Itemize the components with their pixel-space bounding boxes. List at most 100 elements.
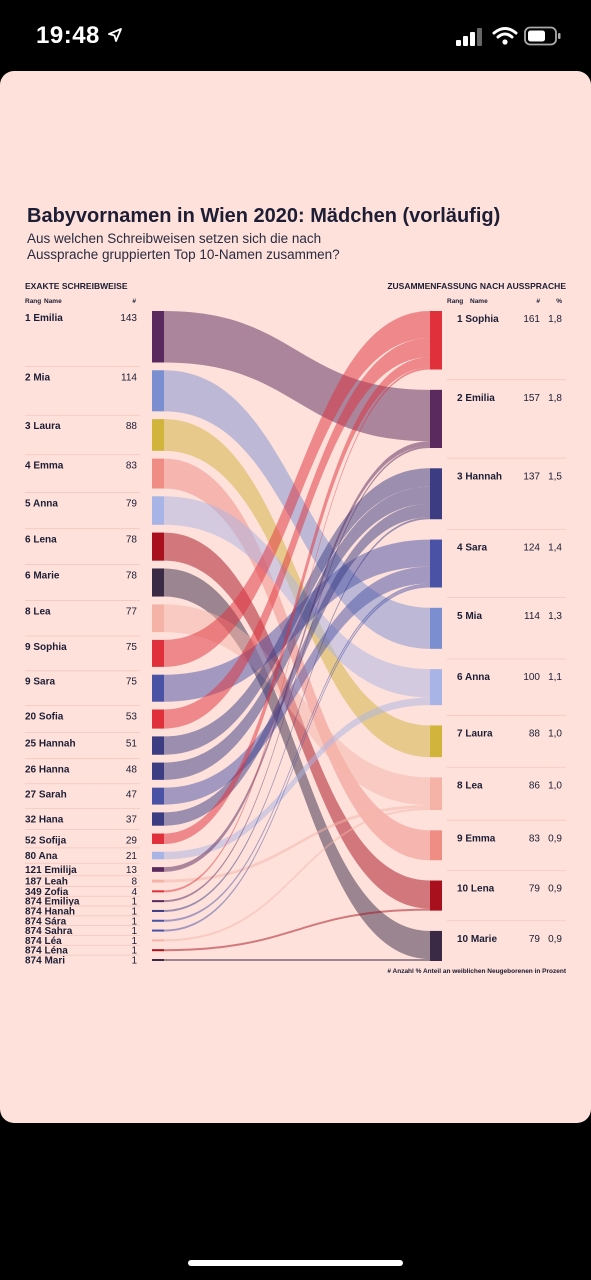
status-time: 19:48 — [36, 22, 100, 49]
right-bar-marie — [430, 930, 442, 961]
left-count-hana: 37 — [126, 814, 138, 825]
right-bar-anna — [430, 669, 442, 706]
right-pct-emilia: 1,8 — [548, 393, 562, 404]
left-count-lea: 1 — [131, 936, 137, 947]
left-label-ana: 80 Ana — [25, 851, 58, 862]
right-bar-sara — [430, 539, 442, 588]
left-count-sofia: 53 — [126, 712, 138, 723]
flow-layer — [164, 311, 430, 961]
right-label-emma: 9 Emma — [457, 833, 496, 844]
left-label-lena: 874 Léna — [25, 946, 68, 957]
right-bar-laura — [430, 725, 442, 758]
right-pct-sophia: 1,8 — [548, 314, 562, 325]
left-bar-marie — [152, 568, 164, 597]
right-bar-emma — [430, 830, 442, 861]
left-label-mia: 2 Mia — [25, 372, 50, 383]
footnote: # Anzahl % Anteil an weiblichen Neugebor… — [387, 968, 566, 975]
left-header: EXAKTE SCHREIBWEISE — [25, 281, 128, 291]
right-count-sophia: 161 — [523, 314, 540, 325]
left-count-emilia: 143 — [120, 313, 137, 324]
left-count-zofia: 4 — [131, 887, 137, 898]
left-count-sophia: 75 — [126, 642, 138, 653]
flow-emilija — [164, 441, 430, 872]
flow-lena — [164, 532, 430, 909]
left-col-count: # — [132, 298, 136, 305]
right-label-lea: 8 Lea — [457, 780, 483, 791]
right-pct-laura: 1,0 — [548, 728, 562, 739]
left-count-sofija: 29 — [126, 836, 138, 847]
left-bar-hanah — [152, 909, 164, 912]
wifi-icon — [492, 27, 518, 45]
left-bar-emilia — [152, 311, 164, 363]
left-bar-lena — [152, 532, 164, 561]
left-label-hanah: 874 Hanah — [25, 906, 75, 917]
right-col-name: Name — [470, 298, 488, 305]
left-bar-lea — [152, 604, 164, 633]
right-col-rank: Rang — [447, 298, 463, 305]
left-label-hannah: 25 Hannah — [25, 738, 76, 749]
left-label-sarah: 27 Sarah — [25, 790, 67, 801]
left-label-sara: 874 Sára — [25, 916, 67, 927]
left-label-emma: 4 Emma — [25, 461, 64, 472]
left-label-lena: 6 Lena — [25, 535, 57, 546]
battery-icon — [524, 26, 561, 46]
right-pct-mia: 1,3 — [548, 611, 562, 622]
left-count-emiliya: 1 — [131, 897, 137, 908]
right-label-marie: 10 Marie — [457, 934, 497, 945]
left-label-hana: 32 Hana — [25, 814, 64, 825]
left-count-lena: 78 — [126, 535, 138, 546]
left-label-emiliya: 874 Emiliya — [25, 897, 80, 908]
right-label-laura: 7 Laura — [457, 728, 493, 739]
left-label-marie: 6 Marie — [25, 570, 60, 581]
flow-hanna — [164, 486, 430, 780]
left-count-hannah: 51 — [126, 738, 138, 749]
left-count-sara: 75 — [126, 677, 138, 688]
left-label-zofia: 349 Zofia — [25, 887, 69, 898]
flow-emiliya — [164, 445, 430, 903]
location-arrow-icon — [108, 28, 122, 42]
left-bar-anna — [152, 496, 164, 525]
right-label-mia: 5 Mia — [457, 611, 482, 622]
left-label-emilija: 121 Emilija — [25, 865, 77, 876]
flow-leah — [164, 805, 430, 883]
left-bar-emma — [152, 458, 164, 489]
left-count-sara: 1 — [131, 916, 137, 927]
right-rows: 1 Sophia 161 1,8 2 Emilia 157 1,8 3 Hannah 137 1… — [430, 311, 566, 972]
left-label-sofija: 52 Sofija — [25, 836, 67, 847]
chart-title: Babyvornamen in Wien 2020: Mädchen (vorl… — [27, 205, 500, 227]
right-pct-sara: 1,4 — [548, 543, 562, 554]
left-label-lea: 8 Lea — [25, 606, 51, 617]
right-bar-mia — [430, 607, 442, 649]
chart-subtitle-line1: Aus welchen Schreibweisen setzen sich di… — [27, 231, 321, 246]
left-bar-sahra — [152, 929, 164, 932]
left-bar-mia — [152, 370, 164, 412]
left-count-mari: 1 — [131, 956, 137, 967]
right-label-lena: 10 Lena — [457, 884, 495, 895]
left-count-anna: 79 — [126, 498, 138, 509]
left-bar-sara — [152, 674, 164, 702]
left-bar-hana — [152, 812, 164, 826]
right-count-lena: 79 — [529, 884, 541, 895]
flow-hannah — [164, 468, 430, 755]
flow-marie — [164, 568, 430, 959]
right-count-mia: 114 — [524, 611, 540, 622]
cellular-signal-icon — [456, 28, 482, 46]
flow-sarah — [164, 566, 430, 805]
right-pct-anna: 1,1 — [548, 672, 562, 683]
left-count-mia: 114 — [121, 372, 137, 383]
left-label-laura: 3 Laura — [25, 421, 61, 432]
right-count-marie: 79 — [529, 934, 541, 945]
flow-lena — [164, 908, 430, 952]
flow-sofija — [164, 357, 430, 844]
right-pct-marie: 0,9 — [548, 934, 562, 945]
left-bar-sarah — [152, 787, 164, 805]
left-count-sarah: 47 — [126, 790, 138, 801]
left-col-rank: Rang — [25, 298, 41, 305]
flow-ana — [164, 697, 430, 860]
flow-zofia — [164, 367, 430, 893]
flow-lea — [164, 808, 430, 942]
right-label-sara: 4 Sara — [457, 543, 487, 554]
right-count-laura: 88 — [529, 728, 541, 739]
left-label-anna: 5 Anna — [25, 498, 58, 509]
